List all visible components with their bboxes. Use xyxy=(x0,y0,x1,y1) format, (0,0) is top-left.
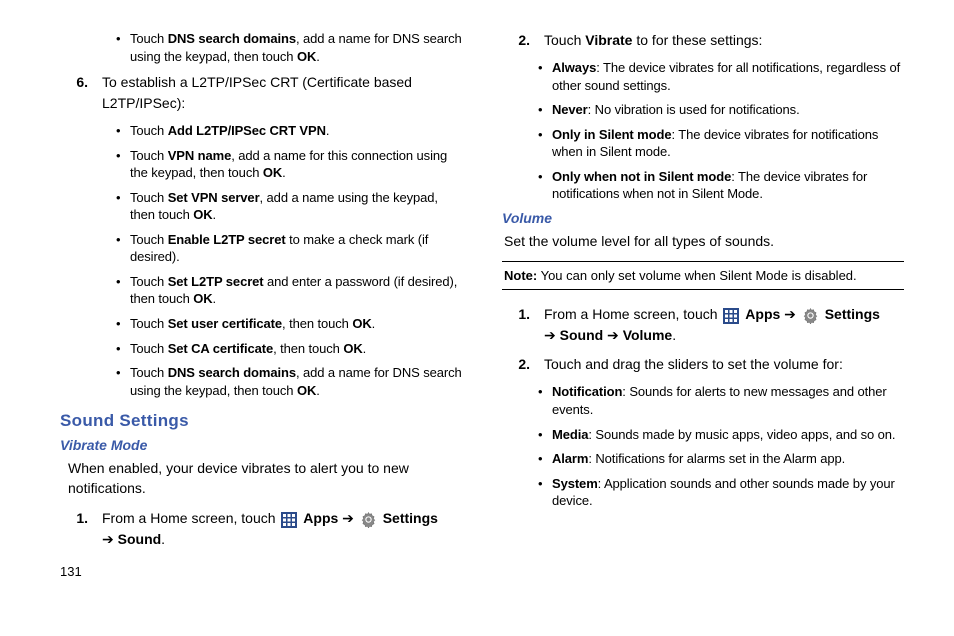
volume-step-2: 2. Touch and drag the sliders to set the… xyxy=(502,354,904,375)
gear-icon xyxy=(802,307,819,324)
bullet-dns2: • Touch DNS search domains, add a name f… xyxy=(60,364,462,399)
heading-sound-settings: Sound Settings xyxy=(60,411,462,431)
volume-step-1: 1. From a Home screen, touch Apps ➔ Sett… xyxy=(502,304,904,346)
bullet-vpn-name: • Touch VPN name, add a name for this co… xyxy=(60,147,462,182)
bullet-always: • Always: The device vibrates for all no… xyxy=(502,59,904,94)
bullet-never: • Never: No vibration is used for notifi… xyxy=(502,101,904,119)
page: • Touch DNS search domains, add a name f… xyxy=(0,0,954,589)
gear-icon xyxy=(360,511,377,528)
vibrate-step-2: 2. Touch Vibrate to for these settings: xyxy=(502,30,904,51)
bullet-dns1: • Touch DNS search domains, add a name f… xyxy=(60,30,462,65)
bullet-set-vpn-server: • Touch Set VPN server, add a name using… xyxy=(60,189,462,224)
apps-icon xyxy=(281,512,297,528)
bullet-system: • System: Application sounds and other s… xyxy=(502,475,904,510)
bullet-user-cert: • Touch Set user certificate, then touch… xyxy=(60,315,462,333)
bullet-alarm: • Alarm: Notifications for alarms set in… xyxy=(502,450,904,468)
left-column: • Touch DNS search domains, add a name f… xyxy=(60,30,462,579)
note-box: Note: You can only set volume when Silen… xyxy=(502,261,904,290)
vibrate-desc: When enabled, your device vibrates to al… xyxy=(68,459,462,498)
vibrate-step-1: 1. From a Home screen, touch Apps ➔ Sett… xyxy=(60,508,462,550)
right-column: 2. Touch Vibrate to for these settings: … xyxy=(502,30,904,579)
bullet-media: • Media: Sounds made by music apps, vide… xyxy=(502,426,904,444)
bullet-ca-cert: • Touch Set CA certificate, then touch O… xyxy=(60,340,462,358)
heading-volume: Volume xyxy=(502,210,904,226)
bullet-enable-l2tp: • Touch Enable L2TP secret to make a che… xyxy=(60,231,462,266)
apps-icon xyxy=(723,308,739,324)
bullet-set-l2tp: • Touch Set L2TP secret and enter a pass… xyxy=(60,273,462,308)
bullet-silent: • Only in Silent mode: The device vibrat… xyxy=(502,126,904,161)
heading-vibrate-mode: Vibrate Mode xyxy=(60,437,462,453)
bullet-add-vpn: • Touch Add L2TP/IPSec CRT VPN. xyxy=(60,122,462,140)
volume-desc: Set the volume level for all types of so… xyxy=(504,232,904,252)
bullet-notification: • Notification: Sounds for alerts to new… xyxy=(502,383,904,418)
bullet-not-silent: • Only when not in Silent mode: The devi… xyxy=(502,168,904,203)
step-6: 6. To establish a L2TP/IPSec CRT (Certif… xyxy=(60,72,462,114)
page-number: 131 xyxy=(60,564,462,579)
